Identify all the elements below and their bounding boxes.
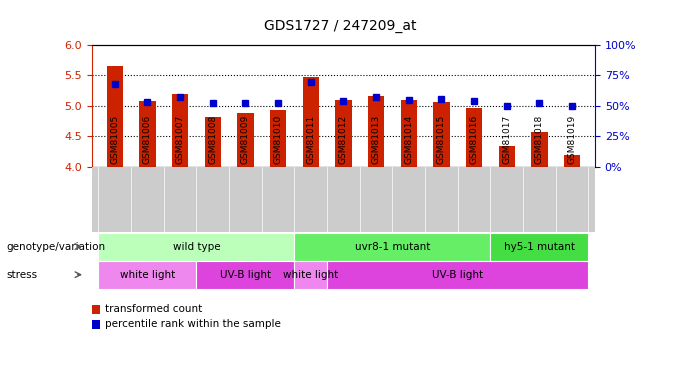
Bar	[531, 132, 547, 167]
Bar	[270, 110, 286, 167]
Text: percentile rank within the sample: percentile rank within the sample	[105, 320, 282, 329]
Text: UV-B light: UV-B light	[432, 270, 483, 280]
Bar	[303, 77, 319, 167]
Bar	[335, 100, 352, 167]
Text: stress: stress	[7, 270, 38, 280]
Bar	[368, 96, 384, 167]
Bar	[139, 101, 156, 167]
Bar	[433, 102, 449, 167]
Text: UV-B light: UV-B light	[220, 270, 271, 280]
Text: white light: white light	[283, 270, 339, 280]
Text: uvr8-1 mutant: uvr8-1 mutant	[355, 242, 430, 252]
Text: wild type: wild type	[173, 242, 220, 252]
Bar	[401, 100, 417, 167]
Bar	[466, 108, 482, 167]
Text: white light: white light	[120, 270, 175, 280]
Text: hy5-1 mutant: hy5-1 mutant	[504, 242, 575, 252]
Bar	[107, 66, 123, 167]
Text: GDS1727 / 247209_at: GDS1727 / 247209_at	[264, 19, 416, 33]
Bar	[237, 113, 254, 167]
Bar	[172, 94, 188, 167]
Text: transformed count: transformed count	[105, 304, 203, 314]
Bar	[564, 155, 580, 167]
Text: genotype/variation: genotype/variation	[7, 242, 106, 252]
Bar	[498, 146, 515, 167]
Bar	[205, 117, 221, 167]
